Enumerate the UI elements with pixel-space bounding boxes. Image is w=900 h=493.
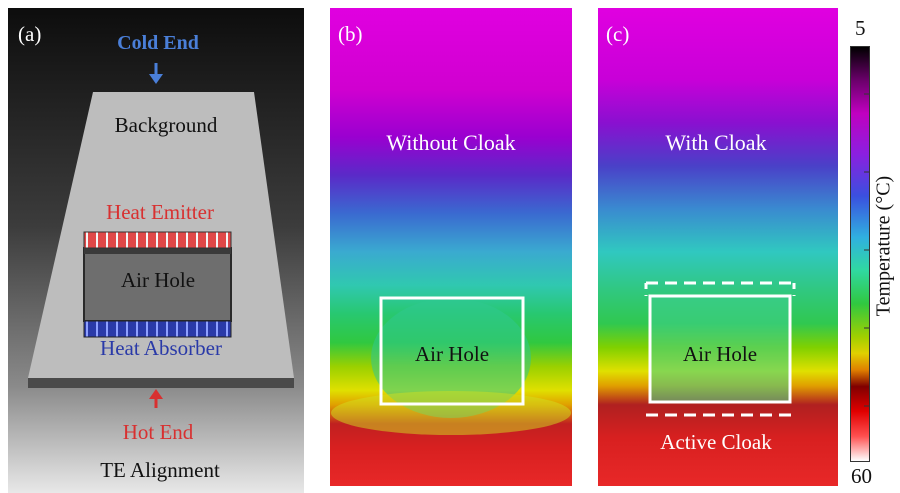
air-hole-outline-b bbox=[379, 296, 525, 406]
colorbar-title: Temperature (°C) bbox=[872, 175, 895, 317]
colorbar-max-label: 5 bbox=[855, 16, 866, 40]
hole-disturbance-b bbox=[331, 296, 571, 435]
air-hole-label-b: Air Hole bbox=[414, 342, 490, 366]
plate-edge bbox=[28, 378, 294, 388]
hot-end-label: Hot End bbox=[122, 420, 194, 444]
te-alignment-caption: TE Alignment bbox=[100, 458, 220, 482]
cloak-region-c bbox=[644, 281, 796, 417]
heat-emitter-label: Heat Emitter bbox=[106, 200, 214, 224]
colorbar-ticks bbox=[864, 93, 870, 407]
heat-absorber-strip bbox=[83, 320, 232, 338]
air-hole-label-c: Air Hole bbox=[682, 342, 758, 366]
colorbar-min-label: 60 bbox=[851, 464, 872, 488]
background-label: Background bbox=[114, 113, 218, 137]
air-hole-region bbox=[83, 247, 232, 322]
cold-arrow-icon bbox=[149, 63, 163, 84]
panel-label-a: (a) bbox=[18, 22, 42, 46]
colorbar bbox=[850, 46, 870, 462]
heat-absorber-label: Heat Absorber bbox=[100, 336, 222, 360]
active-cloak-label: Active Cloak bbox=[660, 430, 772, 454]
cold-end-label: Cold End bbox=[117, 32, 199, 54]
panel-c: (c) With Cloak Air Hole Active Cloak bbox=[598, 8, 838, 486]
panel-b: (b) Without Cloak Air Hole bbox=[330, 8, 572, 486]
hot-arrow-icon bbox=[149, 389, 163, 408]
with-cloak-title: With Cloak bbox=[665, 130, 767, 155]
without-cloak-title: Without Cloak bbox=[386, 130, 516, 155]
panel-a: (a) Cold End Background Heat Emitter Air… bbox=[8, 8, 304, 493]
heat-emitter-strip bbox=[83, 231, 232, 249]
panel-label-c: (c) bbox=[606, 22, 630, 46]
air-hole-outline-c bbox=[648, 294, 792, 404]
te-alignment-schematic bbox=[28, 63, 294, 408]
air-hole-label-a: Air Hole bbox=[120, 268, 196, 292]
panel-label-b: (b) bbox=[338, 22, 363, 46]
